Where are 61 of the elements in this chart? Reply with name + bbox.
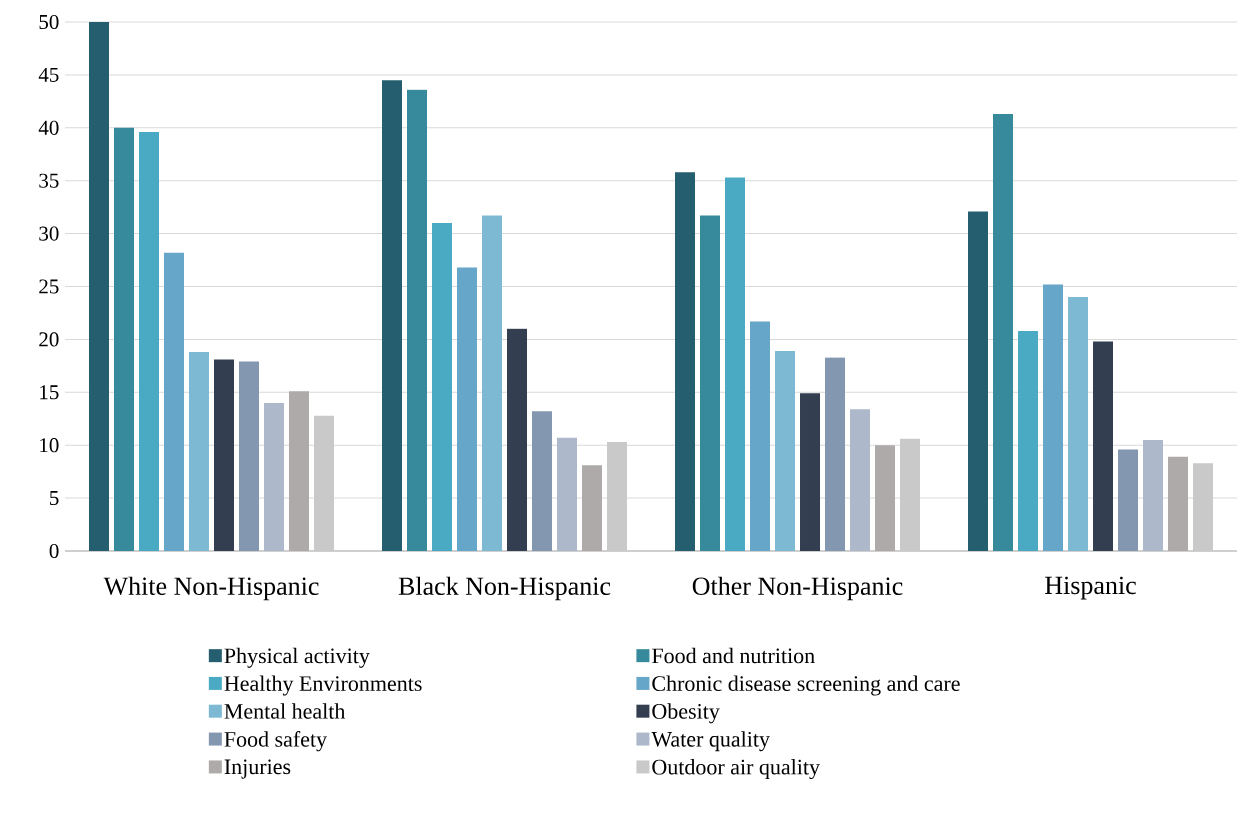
bar [407, 89, 428, 551]
y-tick-label: 35 [39, 173, 59, 188]
bar [557, 437, 578, 551]
y-tick-label: 45 [38, 67, 59, 82]
legend-label: Water quality [651, 731, 770, 752]
bar [900, 438, 921, 551]
bar [700, 215, 721, 551]
bar [264, 402, 284, 551]
legend-label: Mental health [224, 703, 346, 719]
bar [850, 409, 871, 551]
bar [675, 172, 696, 551]
legend-label: Injuries [224, 759, 291, 779]
bar [189, 352, 209, 551]
bar [750, 321, 771, 551]
bar [1093, 341, 1114, 551]
x-tick-label: Hispanic [1045, 576, 1136, 600]
bar [532, 411, 553, 551]
legend-label: Chronic disease screening and care [652, 675, 960, 696]
y-tick-label: 40 [38, 120, 59, 135]
y-tick-label: 20 [39, 332, 59, 347]
bar [825, 357, 846, 551]
bar [89, 22, 109, 551]
bar [482, 215, 503, 551]
y-tick-label: 0 [49, 543, 59, 559]
bar [314, 415, 335, 551]
y-tick-label: 15 [40, 385, 59, 400]
bar [1068, 297, 1089, 551]
bar [968, 211, 989, 551]
x-tick-label: Black Non-Hispanic [398, 576, 611, 601]
bar [993, 114, 1014, 551]
x-tick-label: White Non-Hispanic [103, 576, 319, 601]
legend-label: Healthy Environments [224, 675, 422, 696]
bar [382, 80, 403, 551]
legend-label: Physical activity [224, 647, 370, 668]
bar [1143, 439, 1164, 551]
y-tick-label: 5 [50, 491, 59, 506]
bar [1193, 463, 1214, 551]
y-tick-label: 10 [40, 438, 59, 453]
bar [114, 127, 134, 551]
legend-label: Food safety [224, 731, 327, 752]
bar [139, 132, 159, 551]
bar [1118, 449, 1139, 551]
bar [432, 223, 453, 551]
legend-label: Outdoor air quality [652, 759, 820, 780]
y-tick-label: 25 [39, 279, 59, 294]
bar [725, 177, 746, 551]
bar [507, 328, 527, 551]
bar [164, 252, 184, 551]
bar [214, 359, 234, 551]
x-tick-label: Other Non-Hispanic [692, 576, 903, 601]
legend-label: Obesity [652, 703, 720, 724]
y-tick-label: 30 [39, 226, 59, 241]
bar [1018, 330, 1039, 551]
bar [775, 351, 796, 551]
bar [607, 442, 628, 551]
bar [1043, 284, 1064, 551]
bar [239, 361, 259, 551]
y-tick-label: 50 [39, 14, 59, 30]
legend-label: Food and nutrition [652, 647, 815, 664]
bar [457, 267, 478, 551]
bar [800, 393, 821, 551]
